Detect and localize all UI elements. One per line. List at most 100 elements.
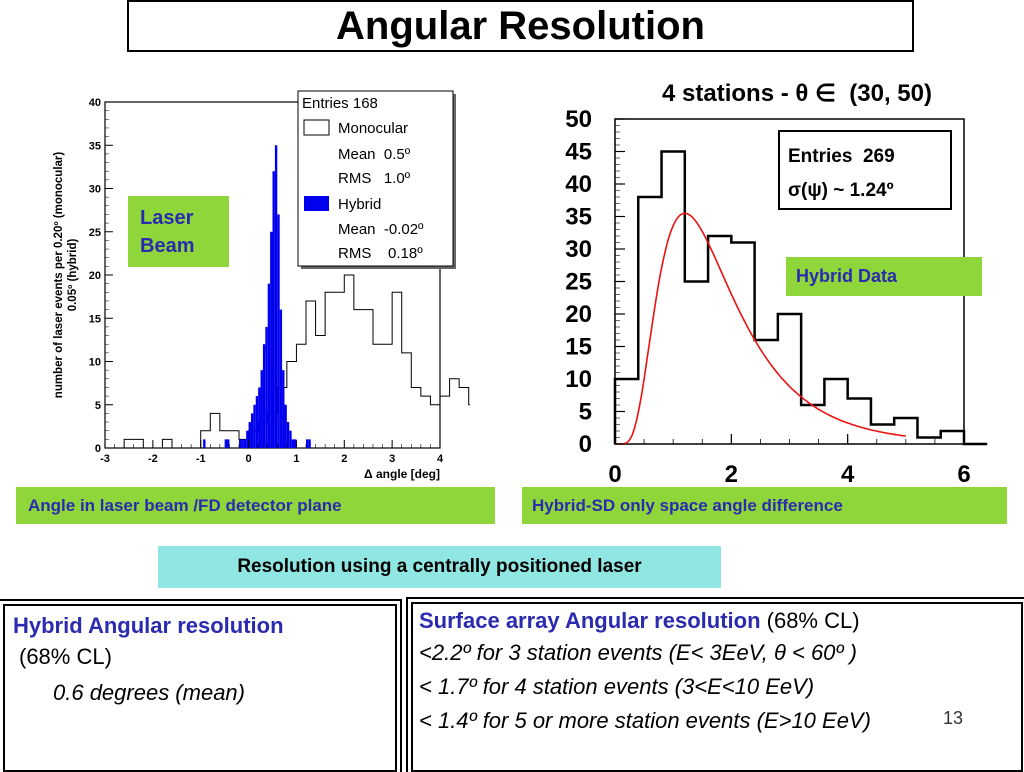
- x-axis-label: Δ angle [deg]: [364, 467, 440, 481]
- legend-hyb-mean: Mean -0.02º: [338, 221, 424, 238]
- hybrid-bar: [246, 430, 249, 448]
- y-tick-label: 40: [565, 171, 592, 198]
- laser-beam-line-1: Laser: [140, 206, 194, 229]
- laser-beam-line-2: Beam: [140, 234, 195, 257]
- hybrid-bar: [277, 214, 280, 448]
- stats-entries: Entries 269: [788, 146, 895, 167]
- hybrid-data-label: Hybrid Data: [786, 257, 982, 296]
- y-tick-label: 10: [89, 357, 101, 369]
- monocular-histogram: [105, 274, 470, 449]
- hybrid-bar: [248, 422, 251, 448]
- x-tick-label: 4: [841, 461, 855, 488]
- y-axis-label-line-2: 0.05º (hybrid): [67, 239, 79, 312]
- surface-resolution-cl: (68% CL): [760, 608, 860, 633]
- y-tick-label: 50: [565, 106, 592, 133]
- hybrid-data-histogram: [613, 150, 988, 446]
- x-tick-label: 1: [293, 453, 299, 465]
- legend-entries: Entries 168: [302, 95, 378, 112]
- hybrid-bar: [286, 422, 290, 448]
- y-tick-label: 30: [565, 236, 592, 263]
- legend-hyb-rms: RMS 0.18º: [338, 245, 423, 262]
- x-tick-label: 6: [957, 461, 970, 488]
- hybrid-bar: [227, 439, 230, 448]
- hybrid-bar: [239, 439, 242, 448]
- x-tick-label: 0: [246, 453, 252, 465]
- center-caption: Resolution using a centrally positioned …: [158, 546, 721, 588]
- hybrid-bar: [284, 404, 287, 448]
- y-tick-label: 15: [565, 334, 592, 361]
- hybrid-resolution-value: 0.6 degrees (mean): [53, 680, 245, 705]
- legend-mono-rms: RMS 1.0º: [338, 170, 411, 187]
- hybrid-bar: [272, 171, 275, 448]
- hybrid-resolution-cl: (68% CL): [19, 644, 112, 669]
- page-number: 13: [943, 708, 964, 728]
- hybrid-bar: [255, 396, 259, 448]
- y-tick-label: 35: [89, 140, 101, 152]
- hybrid-bar: [241, 439, 244, 448]
- hybrid-bar: [258, 387, 261, 448]
- legend-mono-mean: Mean 0.5º: [338, 146, 411, 163]
- hybrid-bar: [291, 439, 295, 448]
- y-tick-label: 20: [89, 270, 101, 282]
- hybrid-bar: [306, 439, 309, 448]
- hybrid-bar: [289, 430, 292, 448]
- right-chart-caption: Hybrid-SD only space angle difference: [522, 487, 1007, 524]
- surface-resolution-heading: Surface array Angular resolution: [419, 608, 761, 633]
- hybrid-bar: [250, 413, 254, 448]
- y-tick-label: 25: [89, 227, 101, 239]
- legend-swatch-monocular: [303, 119, 330, 136]
- y-tick-label: 20: [565, 301, 592, 328]
- y-tick-label: 5: [579, 399, 592, 426]
- x-tick-label: 2: [725, 461, 738, 488]
- legend-hybrid: Hybrid: [338, 196, 381, 213]
- x-tick-label: -1: [196, 453, 206, 465]
- surface-resolution-line-5-stations: < 1.4º for 5 or more station events (E>1…: [419, 708, 871, 733]
- page-title: Angular Resolution: [336, 3, 705, 48]
- x-tick-label: -3: [100, 453, 110, 465]
- x-tick-label: 3: [389, 453, 395, 465]
- y-tick-label: 0: [95, 443, 101, 455]
- y-tick-label: 15: [89, 313, 101, 325]
- x-tick-label: -2: [148, 453, 158, 465]
- y-tick-label: 35: [565, 204, 592, 231]
- hybrid-resolution-panel: Hybrid Angular resolution (68% CL) 0.6 d…: [0, 599, 402, 772]
- left-chart-caption: Angle in laser beam /FD detector plane: [16, 487, 495, 524]
- surface-resolution-line-4-stations: < 1.7º for 4 station events (3<E<10 EeV): [419, 674, 815, 699]
- y-tick-label: 25: [565, 269, 592, 296]
- x-tick-label: 0: [608, 461, 621, 488]
- hybrid-bar: [265, 326, 268, 448]
- y-tick-label: 30: [89, 184, 101, 196]
- laser-beam-label: Laser Beam: [128, 196, 229, 267]
- right-chart-title: 4 stations - θ ∈ (30, 50): [662, 80, 932, 107]
- stats-box: Entries 269 σ(ψ) ~ 1.24º: [778, 130, 952, 210]
- fit-curve: [615, 212, 906, 445]
- hybrid-bar: [260, 370, 263, 448]
- right-chart-caption-text: Hybrid-SD only space angle difference: [532, 495, 843, 515]
- hybrid-bar: [243, 439, 247, 448]
- hybrid-bar: [262, 344, 266, 448]
- hybrid-bar: [224, 439, 228, 448]
- hybrid-bar: [274, 145, 278, 448]
- x-tick-label: 2: [341, 453, 347, 465]
- stats-sigma: σ(ψ) ~ 1.24º: [788, 180, 894, 201]
- hybrid-data-text: Hybrid Data: [796, 266, 898, 286]
- hybrid-bar: [279, 309, 283, 448]
- hybrid-resolution-heading: Hybrid Angular resolution: [13, 613, 284, 638]
- title-box: Angular Resolution: [127, 0, 914, 52]
- hybrid-bar: [203, 439, 206, 448]
- hybrid-bar: [294, 439, 297, 448]
- hybrid-bar: [282, 370, 285, 448]
- y-tick-label: 0: [579, 431, 592, 458]
- center-caption-text: Resolution using a centrally positioned …: [237, 556, 642, 577]
- hybrid-bar: [308, 439, 311, 448]
- legend-monocular: Monocular: [338, 120, 408, 137]
- hybrid-bar: [253, 404, 256, 448]
- surface-resolution-panel: Surface array Angular resolution (68% CL…: [406, 597, 1024, 772]
- surface-resolution-title-line: Surface array Angular resolution (68% CL…: [419, 606, 1021, 636]
- hybrid-bar: [270, 231, 273, 448]
- y-tick-label: 10: [565, 366, 592, 393]
- x-tick-label: 4: [437, 453, 444, 465]
- y-axis-label-line-1: number of laser events per 0.20º (monocu…: [53, 152, 65, 399]
- y-tick-label: 5: [95, 400, 101, 412]
